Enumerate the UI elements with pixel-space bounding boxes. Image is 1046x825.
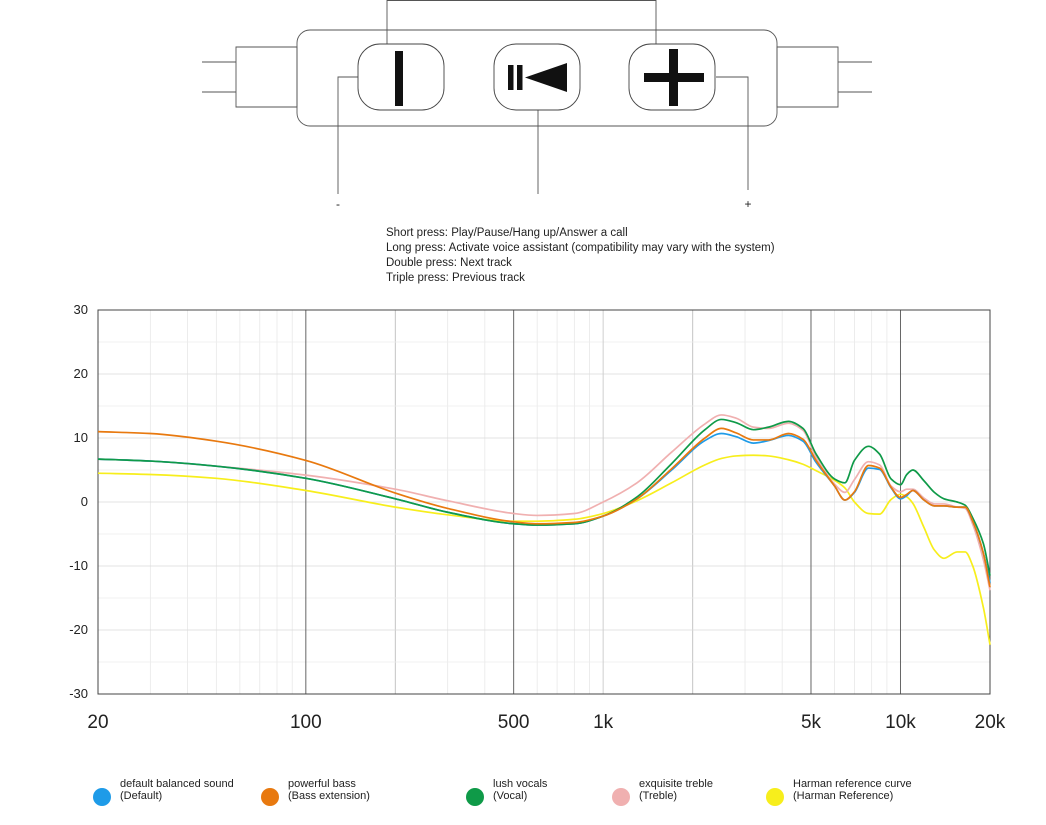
- series-line-lush-vocals: [97, 418, 991, 576]
- y-tick-label: -30: [69, 686, 88, 701]
- minor-grid: [98, 310, 990, 694]
- legend-label: default balanced sound: [120, 778, 234, 790]
- x-tick-label: 20k: [975, 712, 1006, 733]
- instruction-triple-press: Triple press: Previous track: [386, 272, 525, 284]
- legend-swatch: [612, 788, 630, 806]
- legend-sublabel: (Treble): [639, 790, 678, 802]
- legend-swatch: [466, 788, 484, 806]
- y-tick-label: 30: [74, 302, 88, 317]
- major-grid: [305, 310, 901, 694]
- series-line-exquisite-treble: [97, 414, 991, 591]
- legend-text: Harman reference curve (Harman Reference): [793, 778, 912, 802]
- button-instructions: Short press: Play/Pause/Hang up/Answer a…: [386, 226, 775, 286]
- x-tick-label: 10k: [885, 712, 916, 733]
- instruction-long-press: Long press: Activate voice assistant (co…: [386, 242, 775, 254]
- volume-down-button[interactable]: [357, 43, 445, 111]
- instruction-short-press: Short press: Play/Pause/Hang up/Answer a…: [386, 227, 628, 239]
- legend-swatch: [766, 788, 784, 806]
- x-tick-label: 1k: [593, 712, 614, 733]
- play-pause-icon: [508, 63, 567, 92]
- legend-item-exquisite-treble: exquisite treble (Treble): [612, 778, 713, 806]
- legend-text: lush vocals (Vocal): [493, 778, 547, 802]
- series-line-default-balanced-sound: [97, 432, 991, 583]
- minus-label: -: [336, 197, 340, 211]
- y-tick-label: 20: [74, 366, 88, 381]
- play-pause-button[interactable]: [493, 43, 581, 111]
- remote-body: [296, 29, 778, 127]
- legend-sublabel: (Harman Reference): [793, 790, 894, 802]
- legend-sublabel: (Bass extension): [288, 790, 370, 802]
- y-tick-label: -20: [69, 622, 88, 637]
- plot-frame: [97, 309, 991, 695]
- legend-sublabel: (Default): [120, 790, 163, 802]
- legend-label: exquisite treble: [639, 778, 713, 790]
- y-axis-ticks: 30 20 10 0 -10 -20 -30: [69, 302, 88, 701]
- legend: default balanced sound (Default) powerful …: [0, 778, 1046, 818]
- x-tick-label: 100: [290, 712, 322, 733]
- legend-swatch: [93, 788, 111, 806]
- legend-label: Harman reference curve: [793, 778, 912, 790]
- legend-label: lush vocals: [493, 778, 548, 790]
- legend-item-default-balanced-sound: default balanced sound (Default): [93, 778, 234, 806]
- x-tick-label: 5k: [801, 712, 822, 733]
- x-tick-label: 500: [498, 712, 530, 733]
- volume-up-button[interactable]: [628, 43, 716, 111]
- legend-text: exquisite treble (Treble): [639, 778, 713, 802]
- legend-label: powerful bass: [288, 778, 356, 790]
- legend-text: powerful bass (Bass extension): [288, 778, 370, 802]
- x-tick-label: 20: [87, 712, 108, 733]
- remote-control-diagram: - +: [202, 0, 872, 211]
- plus-label: +: [744, 197, 751, 211]
- legend-swatch: [261, 788, 279, 806]
- series-line-harman-reference-curve: [97, 454, 991, 645]
- legend-item-lush-vocals: lush vocals (Vocal): [466, 778, 547, 806]
- legend-item-harman-reference-curve: Harman reference curve (Harman Reference): [766, 778, 912, 806]
- x-axis-ticks: 20 100 500 1k 5k 10k 20k: [87, 712, 1005, 733]
- legend-text: default balanced sound (Default): [120, 778, 234, 802]
- minus-bar-icon: [395, 51, 403, 106]
- series-lines: [97, 414, 991, 645]
- y-tick-label: 10: [74, 430, 88, 445]
- y-tick-label: -10: [69, 558, 88, 573]
- legend-item-powerful-bass: powerful bass (Bass extension): [261, 778, 370, 806]
- series-line-powerful-bass: [97, 427, 991, 588]
- plus-icon: [644, 49, 704, 106]
- y-tick-label: 0: [81, 494, 88, 509]
- instruction-double-press: Double press: Next track: [386, 257, 512, 269]
- legend-sublabel: (Vocal): [493, 790, 528, 802]
